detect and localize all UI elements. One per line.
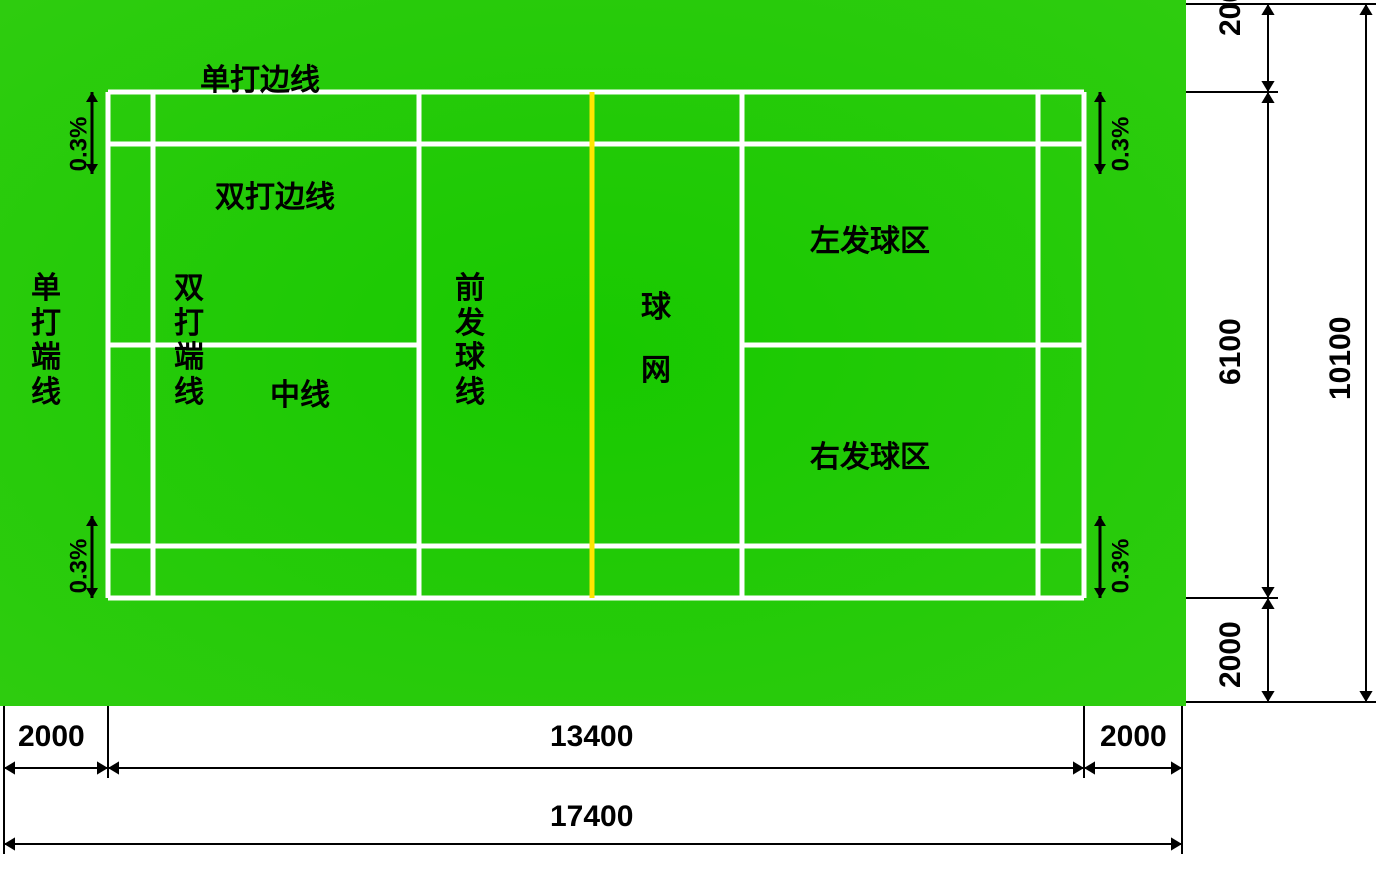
label-center-line: 中线: [270, 370, 330, 414]
label-doubles-sideline: 双打边线: [215, 172, 335, 216]
label-left-service-court: 左发球区: [810, 216, 930, 260]
diagram-stage: 单打边线 双打边线 单打端线 双打端线 中线 前发球线 球网 左发球区 右发球区…: [0, 0, 1394, 874]
dim-v-margin-top: 2000: [1214, 0, 1248, 36]
dim-v-court: 6100: [1214, 318, 1248, 385]
dim-h-court: 13400: [550, 720, 633, 754]
slope-top-left: 0.3%: [65, 117, 93, 172]
dim-h-margin-right: 2000: [1100, 720, 1167, 754]
dim-v-total: 10100: [1324, 317, 1358, 400]
dim-h-total: 17400: [550, 800, 633, 834]
slope-top-right: 0.3%: [1107, 117, 1135, 172]
slope-bot-left: 0.3%: [65, 539, 93, 594]
label-doubles-backline: 双打端线: [173, 272, 205, 410]
label-front-service-line: 前发球线: [454, 272, 486, 410]
label-singles-backline: 单打端线: [30, 272, 62, 410]
label-right-service-court: 右发球区: [810, 432, 930, 476]
dim-h-margin-left: 2000: [18, 720, 85, 754]
label-net: 球网: [640, 276, 672, 402]
label-singles-sideline: 单打边线: [200, 55, 320, 99]
dim-v-margin-bot: 2000: [1214, 621, 1248, 688]
slope-bot-right: 0.3%: [1107, 539, 1135, 594]
dim-horizontal-svg: [0, 706, 1394, 876]
